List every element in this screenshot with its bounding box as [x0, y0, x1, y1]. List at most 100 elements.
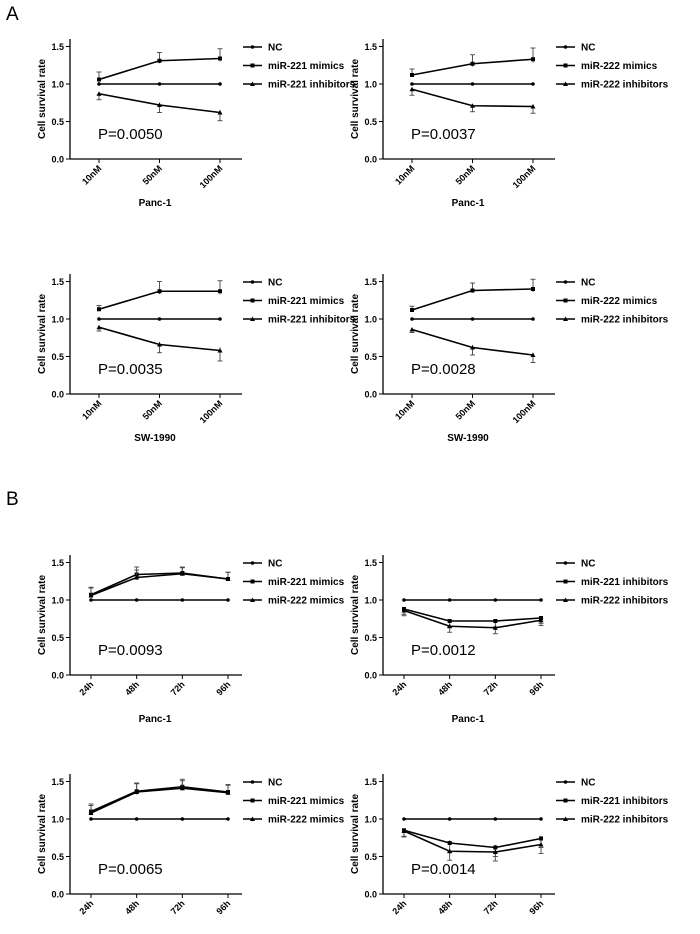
y-tick-label: 1.5	[51, 558, 64, 568]
legend-entry: NC	[556, 278, 595, 289]
data-point	[179, 785, 185, 791]
data-point	[447, 817, 452, 821]
legend-entry: miR-222 inhibitors	[556, 80, 669, 91]
x-tick-label: 48h	[436, 679, 454, 697]
legend-label: NC	[581, 278, 595, 289]
series-mir-222-inhibitors	[401, 828, 544, 862]
legend-label: miR-221 inhibitors	[268, 315, 356, 326]
legend-label: miR-222 inhibitors	[581, 596, 669, 607]
series-mir-222-mimics	[409, 278, 536, 312]
data-point	[88, 810, 94, 815]
data-point	[410, 308, 414, 312]
legend-marker	[563, 298, 568, 303]
y-tick-label: 0.0	[51, 155, 64, 165]
legend-marker	[563, 561, 568, 565]
y-axis-label: Cell survival rate	[350, 575, 361, 655]
y-tick-label: 1.5	[364, 42, 377, 52]
x-tick-label: 72h	[169, 898, 187, 916]
chart-1: 0.0 0.5 1.0 1.5 10nM 50nM 100nM Panc-1 Cell surv…	[37, 39, 356, 209]
data-point	[218, 82, 222, 86]
x-axis-label: Panc-1	[139, 198, 172, 209]
legend-label: miR-222 mimics	[581, 296, 658, 307]
data-point	[530, 352, 536, 357]
data-point	[157, 342, 162, 347]
x-tick-label: 10nM	[80, 163, 103, 186]
data-point	[134, 598, 139, 602]
series-nc	[89, 598, 230, 602]
y-axis-label: Cell survival rate	[37, 794, 48, 874]
series-line	[403, 830, 542, 853]
data-point	[531, 317, 535, 321]
legend-label: miR-221 mimics	[268, 796, 345, 807]
y-tick-label: 0.0	[364, 671, 377, 681]
y-axis-label: Cell survival rate	[350, 59, 361, 139]
legend-entry: miR-222 mimics	[243, 596, 345, 607]
data-point	[180, 817, 185, 821]
data-point	[97, 317, 101, 321]
data-point	[447, 841, 452, 845]
x-tick-label: 50nM	[454, 398, 477, 421]
legend-entry: NC	[556, 43, 595, 54]
data-point	[97, 77, 101, 82]
panel-label-b: B	[6, 489, 19, 510]
y-tick-label: 0.5	[364, 633, 377, 643]
series-mir-221-mimics	[88, 566, 231, 597]
data-point	[410, 317, 414, 321]
x-tick-label: 100nM	[198, 398, 225, 425]
legend-entry: miR-221 mimics	[243, 577, 345, 588]
chart-4: 0.0 0.5 1.0 1.5 10nM 50nM 100nM SW-1990 Cell sur…	[350, 274, 669, 444]
data-point	[157, 102, 162, 107]
p-value-annotation: P=0.0028	[411, 361, 476, 378]
y-axis-label: Cell survival rate	[350, 794, 361, 874]
y-tick-label: 0.5	[51, 852, 64, 862]
y-tick-label: 0.5	[364, 852, 377, 862]
legend-entry: miR-221 inhibitors	[556, 577, 669, 588]
legend-label: miR-222 inhibitors	[581, 80, 669, 91]
chart-2: 0.0 0.5 1.0 1.5 10nM 50nM 100nM Panc-1 Cell surv…	[350, 39, 669, 209]
legend-entry: miR-222 inhibitors	[556, 815, 669, 826]
x-tick-label: 24h	[390, 898, 408, 916]
legend-entry: miR-221 inhibitors	[556, 796, 669, 807]
x-tick-label: 48h	[123, 898, 141, 916]
legend-entry: NC	[556, 778, 595, 789]
y-tick-label: 1.5	[364, 558, 377, 568]
data-point	[157, 289, 162, 294]
x-tick-label: 48h	[436, 898, 454, 916]
x-tick-label: 24h	[77, 679, 95, 697]
data-point	[539, 817, 543, 821]
legend-label: NC	[268, 559, 282, 570]
legend-marker	[250, 780, 255, 784]
y-tick-label: 1.5	[364, 277, 377, 287]
legend-marker	[563, 597, 568, 602]
series-line	[90, 787, 229, 814]
legend-marker	[250, 63, 255, 68]
y-tick-label: 1.0	[364, 315, 377, 325]
legend-marker	[563, 798, 568, 803]
data-point	[447, 598, 452, 602]
data-point	[217, 348, 223, 353]
data-point	[470, 82, 475, 86]
series-line	[90, 785, 229, 813]
legend-marker	[250, 579, 255, 584]
series-nc	[402, 817, 543, 821]
legend-entry: NC	[243, 778, 282, 789]
legend-label: miR-221 inhibitors	[581, 577, 669, 588]
series-mir-221-mimics	[96, 280, 223, 312]
legend-entry: miR-221 mimics	[243, 296, 345, 307]
data-point	[97, 307, 101, 312]
series-line	[403, 829, 542, 849]
data-point	[401, 608, 407, 613]
y-tick-label: 1.5	[51, 277, 64, 287]
data-point	[447, 848, 453, 854]
y-tick-label: 0.0	[51, 390, 64, 400]
series-mir-222-inhibitors	[409, 86, 536, 114]
legend-marker	[250, 81, 255, 86]
p-value-annotation: P=0.0012	[411, 642, 476, 659]
p-value-annotation: P=0.0035	[98, 361, 163, 378]
y-tick-label: 0.5	[51, 352, 64, 362]
data-point	[89, 598, 93, 602]
data-point	[157, 58, 162, 63]
p-value-annotation: P=0.0037	[411, 126, 476, 143]
